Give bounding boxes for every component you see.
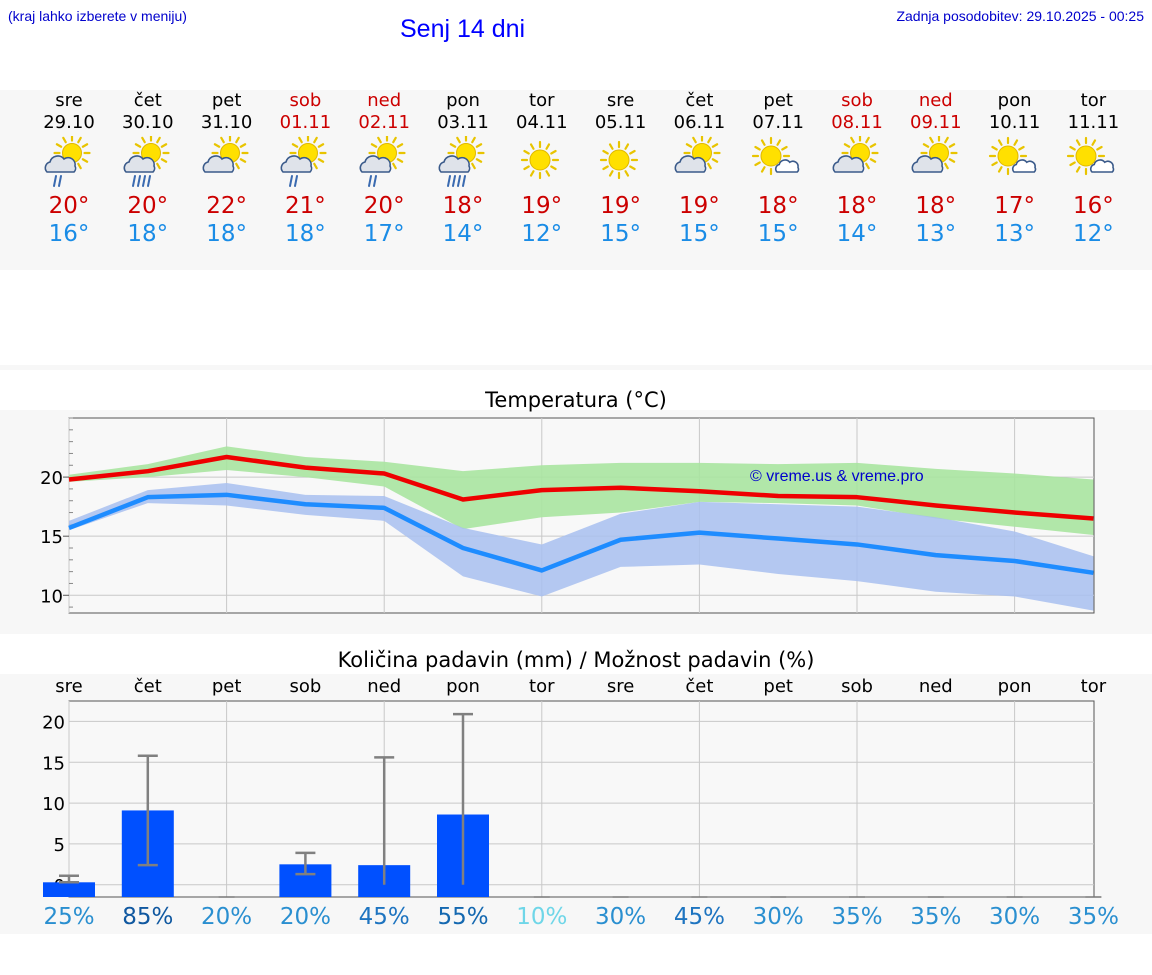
precip-probability: 85% (108, 904, 188, 930)
precip-probability: 30% (738, 904, 818, 930)
y-tick-label: 5 (54, 835, 65, 856)
precip-probability: 35% (896, 904, 976, 930)
precip-probability: 30% (581, 904, 661, 930)
y-tick-label: 15 (42, 753, 65, 774)
precip-probability: 20% (265, 904, 345, 930)
y-tick-label: 10 (42, 794, 65, 815)
plot-area (69, 701, 1094, 897)
precip-probability: 10% (502, 904, 582, 930)
precip-probability: 45% (344, 904, 424, 930)
precip-probability: 25% (29, 904, 109, 930)
precip-probability: 20% (187, 904, 267, 930)
y-tick-label: 20 (42, 712, 65, 733)
precip-probability: 30% (975, 904, 1055, 930)
precipitation-chart: 05101520 (0, 0, 1152, 975)
precip-probability: 35% (1053, 904, 1133, 930)
precip-probability: 45% (659, 904, 739, 930)
precip-probability: 55% (423, 904, 503, 930)
precip-bar (43, 882, 95, 897)
precip-probability: 35% (817, 904, 897, 930)
